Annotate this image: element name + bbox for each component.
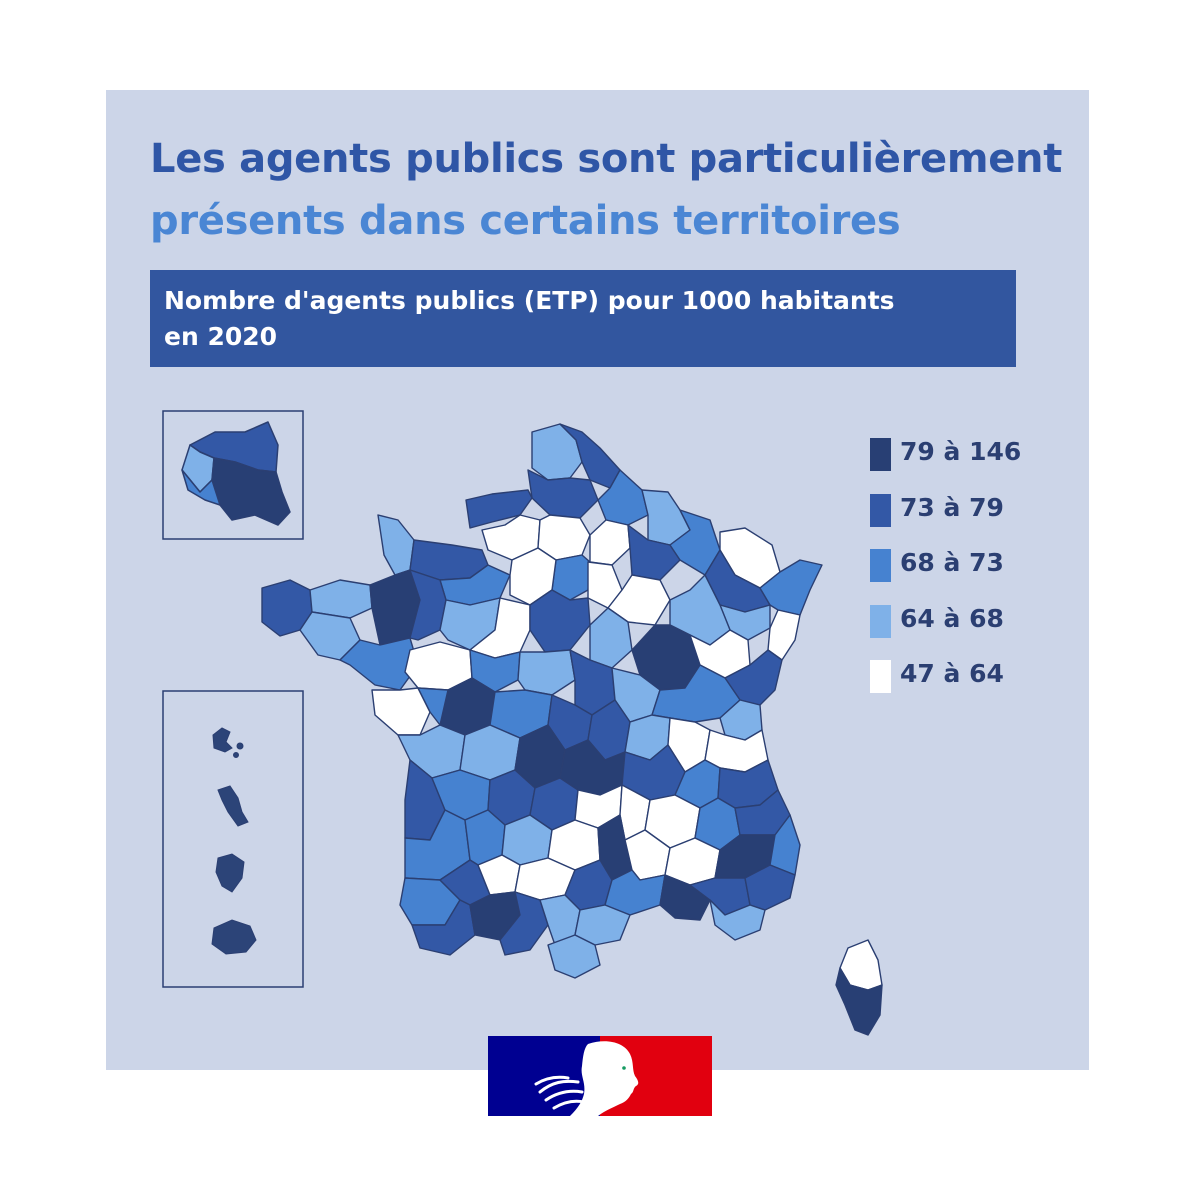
department xyxy=(767,609,801,661)
title-line-1: Les agents publics sont particulièrement xyxy=(150,136,1063,182)
department xyxy=(589,519,631,566)
idf-inset-frame xyxy=(162,410,304,540)
department xyxy=(371,687,431,736)
legend-swatch xyxy=(870,660,891,693)
department xyxy=(669,509,721,576)
title-line-2: présents dans certains territoires xyxy=(150,198,901,244)
legend-item: 79 à 146 xyxy=(870,434,1070,474)
guadeloupe-islet xyxy=(236,742,244,750)
subtitle-box: Nombre d'agents publics (ETP) pour 1000 … xyxy=(150,270,1016,367)
department xyxy=(547,934,601,979)
legend-item: 47 à 64 xyxy=(870,656,1070,696)
marianne-hair xyxy=(534,1075,586,1110)
subtitle-line-1: Nombre d'agents publics (ETP) pour 1000 … xyxy=(164,286,895,315)
idf-dept xyxy=(211,457,291,526)
marianne-logo xyxy=(488,1036,712,1116)
martinique xyxy=(217,785,249,827)
marianne-eye xyxy=(622,1066,626,1070)
department xyxy=(769,814,801,876)
subtitle-line-2: en 2020 xyxy=(164,322,278,351)
reunion xyxy=(211,919,257,955)
legend-swatch xyxy=(870,494,891,527)
legend-item: 64 à 68 xyxy=(870,601,1070,641)
department xyxy=(529,589,591,653)
overseas-inset xyxy=(211,727,257,955)
department xyxy=(517,649,576,696)
guadeloupe-islet xyxy=(233,752,239,758)
legend-label: 79 à 146 xyxy=(900,437,1022,466)
department xyxy=(709,899,766,941)
guyane xyxy=(215,853,245,893)
legend-label: 73 à 79 xyxy=(900,493,1004,522)
legend-swatch xyxy=(870,605,891,638)
idf-dept xyxy=(181,469,221,506)
overseas-inset-frame xyxy=(162,690,304,988)
marianne-profile xyxy=(570,1041,639,1116)
guadeloupe xyxy=(212,727,233,753)
department xyxy=(309,579,373,619)
legend-swatch xyxy=(870,438,891,471)
legend-label: 47 à 64 xyxy=(900,659,1004,688)
mainland-departments xyxy=(261,423,883,1036)
legend-item: 68 à 73 xyxy=(870,545,1070,585)
department xyxy=(465,489,533,529)
legend-label: 64 à 68 xyxy=(900,604,1004,633)
department xyxy=(627,524,681,581)
legend-label: 68 à 73 xyxy=(900,548,1004,577)
idf-inset xyxy=(181,421,291,526)
department xyxy=(409,569,447,641)
department xyxy=(835,967,883,1036)
legend-item: 73 à 79 xyxy=(870,490,1070,530)
legend-swatch xyxy=(870,549,891,582)
department xyxy=(377,514,415,576)
